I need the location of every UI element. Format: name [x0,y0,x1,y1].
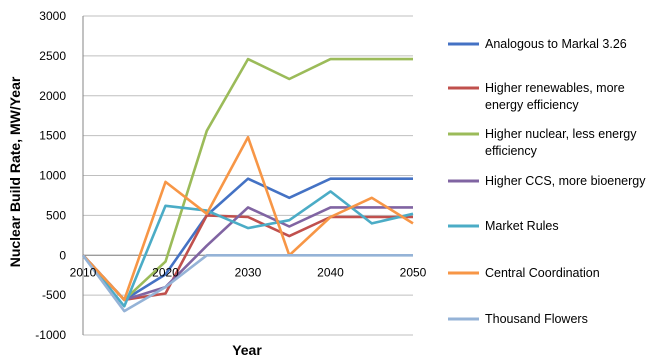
y-tick-label: 0 [59,248,66,262]
legend-label: Higher CCS, more bioenergy [485,174,646,188]
x-tick-label: 2030 [235,265,262,279]
y-tick-label: 3000 [39,9,66,23]
legend-label: efficiency [485,144,538,158]
legend-label: Market Rules [485,219,559,233]
legend-item: Higher renewables, more energy efficiency [448,81,625,112]
series-line [81,254,413,313]
legend-item: Central Coordination [448,266,600,280]
y-tick-label: 500 [46,208,66,222]
legend-label: Central Coordination [485,266,600,280]
y-tick-label: 2000 [39,89,66,103]
y-tick-label: -500 [42,288,66,302]
y-tick-label: 1000 [39,169,66,183]
y-axis-ticks: -1000 -500 0 500 1000 1500 2000 2500 3000 [35,9,66,342]
x-tick-label: 2020 [152,265,179,279]
legend-label: Higher renewables, more [485,81,625,95]
series-line [82,177,413,302]
series-line [81,190,414,308]
x-axis-ticks: 2010 2020 2030 2040 2050 [70,265,427,279]
legend-item: Higher nuclear, less energy efficiency [448,127,637,158]
legend-label: Thousand Flowers [485,312,588,326]
x-tick-label: 2040 [317,265,344,279]
series-line [82,214,413,302]
series-line [82,57,413,302]
x-tick-label: 2050 [400,265,427,279]
x-tick-label: 2010 [70,265,97,279]
series-line [82,206,413,302]
series-line [82,135,414,302]
legend-label: energy efficiency [485,98,579,112]
y-tick-label: 2500 [39,49,66,63]
y-axis-title: Nuclear Build Rate, MW/Year [7,76,23,267]
legend-label: Higher nuclear, less energy [485,127,637,141]
y-tick-label: 1500 [39,129,66,143]
x-axis-title: Year [232,342,262,358]
legend-item: Higher CCS, more bioenergy [448,174,646,188]
legend-label: Analogous to Markal 3.26 [485,37,627,51]
y-tick-label: -1000 [35,328,66,342]
legend: Analogous to Markal 3.26 Higher renewable… [448,37,646,326]
legend-item: Thousand Flowers [448,312,588,326]
series-lines [81,57,414,313]
legend-item: Analogous to Markal 3.26 [448,37,627,51]
legend-item: Market Rules [448,219,559,233]
